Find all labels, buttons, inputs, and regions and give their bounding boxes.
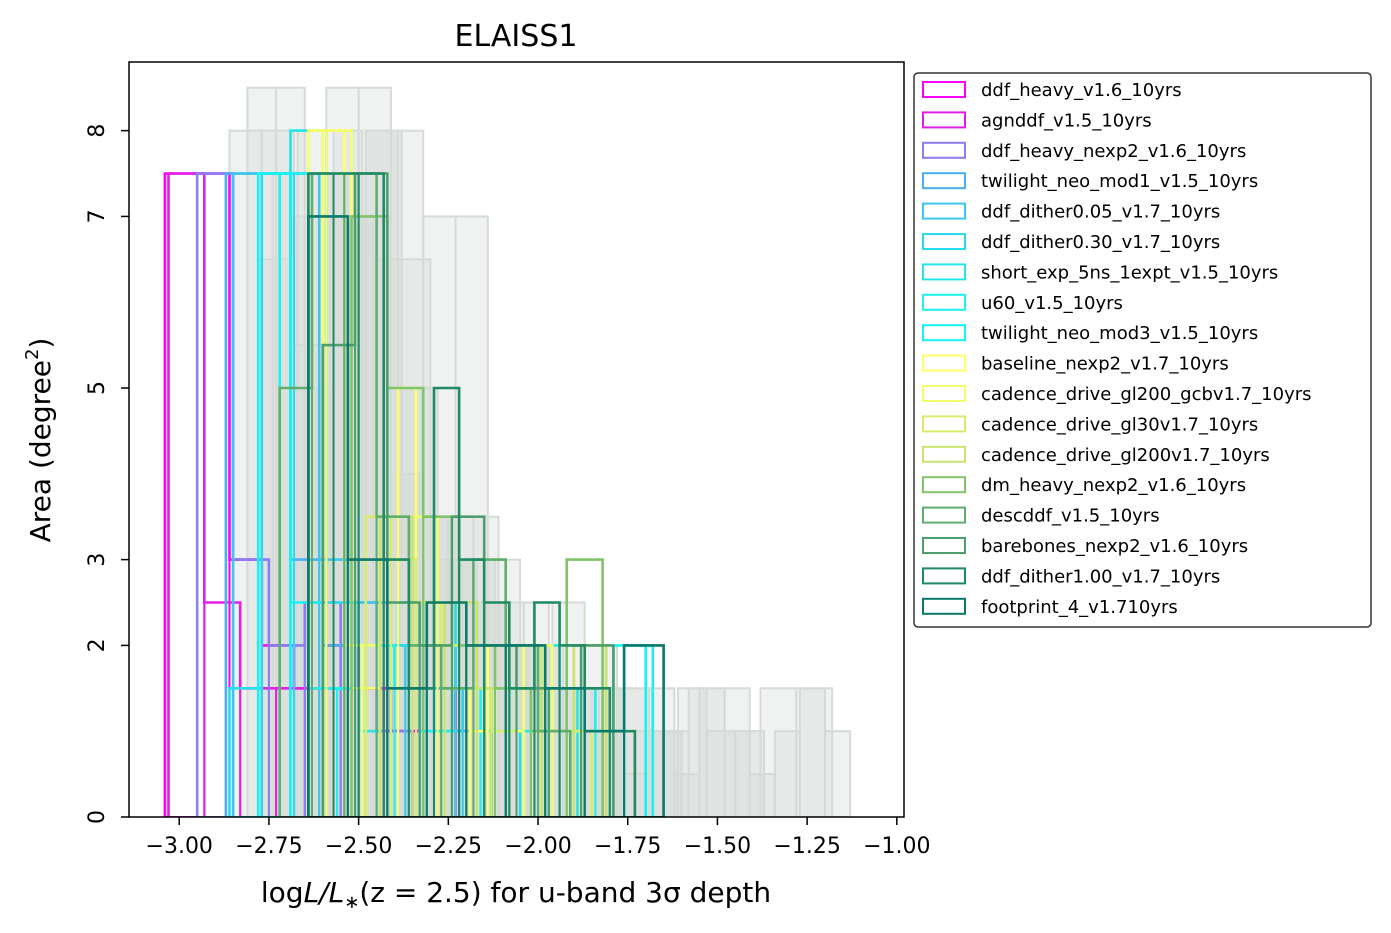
legend: ddf_heavy_v1.6_10yrs agnddf_v1.5_10yrsddf…: [913, 72, 1372, 628]
legend-swatch: [922, 597, 966, 615]
legend-item: cadence_drive_gl30v1.7_10yrs: [922, 414, 1258, 435]
legend-item: ddf_dither0.05_v1.7_10yrs: [922, 202, 1220, 223]
y-tick-label: 3: [85, 553, 110, 567]
legend-label: footprint_4_v1.710yrs: [981, 597, 1178, 618]
y-tick-label: 5: [85, 381, 110, 395]
chart-title: ELAISS1: [455, 19, 578, 54]
legend-swatch: [922, 476, 966, 494]
legend-box: [913, 72, 1372, 628]
legend-item: dm_heavy_nexp2_v1.6_10yrs: [922, 475, 1246, 496]
legend-swatch: [922, 111, 966, 129]
plot-frame: [128, 61, 905, 818]
x-tick-label: −1.25: [773, 834, 840, 859]
legend-label: twilight_neo_mod1_v1.5_10yrs: [981, 171, 1258, 192]
legend-label: ddf_heavy_v1.6_10yrs: [981, 80, 1182, 101]
legend-item: ddf_dither0.30_v1.7_10yrs: [922, 232, 1220, 253]
legend-swatch: [922, 202, 966, 220]
legend-item: short_exp_5ns_1expt_v1.5_10yrs: [922, 262, 1278, 283]
x-tick-label: −2.75: [235, 834, 302, 859]
legend-swatch: [922, 415, 966, 433]
legend-label: dm_heavy_nexp2_v1.6_10yrs: [981, 475, 1246, 496]
legend-swatch: [922, 567, 966, 585]
legend-item: footprint_4_v1.710yrs: [922, 597, 1178, 618]
legend-item: agnddf_v1.5_10yrs: [922, 110, 1152, 131]
legend-item: ddf_heavy_nexp2_v1.6_10yrs: [922, 141, 1246, 162]
legend-swatch: [922, 233, 966, 250]
x-tick-label: −3.00: [146, 834, 213, 859]
legend-label: u60_v1.5_10yrs: [981, 293, 1123, 314]
legend-item: u60_v1.5_10yrs: [922, 293, 1123, 314]
series-outline: [378, 515, 608, 817]
legend-label: cadence_drive_gl200_gcbv1.7_10yrs: [981, 384, 1312, 405]
y-axis-label: Area (degree2): [22, 338, 57, 543]
legend-item: baseline_nexp2_v1.7_10yrs: [922, 354, 1229, 375]
x-tick-label: −2.00: [504, 834, 571, 859]
legend-item: twilight_neo_mod3_v1.5_10yrs: [922, 323, 1258, 344]
legend-swatch: [922, 172, 966, 190]
x-axis-label: logL/L∗(z = 2.5) for u-band 3σ depth: [261, 876, 771, 913]
series-outline: [307, 215, 665, 817]
legend-label: ddf_dither0.05_v1.7_10yrs: [981, 202, 1220, 223]
legend-swatch: [922, 141, 966, 159]
legend-item: barebones_nexp2_v1.6_10yrs: [922, 536, 1248, 557]
legend-label: baseline_nexp2_v1.7_10yrs: [981, 354, 1229, 375]
legend-item: cadence_drive_gl200_gcbv1.7_10yrs: [922, 384, 1312, 405]
x-tick-label: −1.00: [863, 834, 930, 859]
x-tick-label: −2.25: [415, 834, 482, 859]
legend-swatch: [922, 263, 966, 281]
legend-label: cadence_drive_gl200v1.7_10yrs: [981, 445, 1270, 466]
legend-item: cadence_drive_gl200v1.7_10yrs: [922, 445, 1270, 466]
x-tick-label: −2.50: [325, 834, 392, 859]
series-outline: [307, 172, 637, 817]
x-tick-label: −1.75: [594, 834, 661, 859]
x-tick-label: −1.50: [684, 834, 751, 859]
legend-swatch: [922, 445, 966, 463]
legend-item: descddf_v1.5_10yrs: [922, 506, 1160, 527]
legend-label: descddf_v1.5_10yrs: [981, 506, 1160, 527]
legend-label: barebones_nexp2_v1.6_10yrs: [981, 536, 1248, 557]
y-tick-label: 0: [85, 810, 110, 824]
x-axis: −3.00 −2.75 −2.50 −2.25 −2.00 −1.75 −1.50 −1.25…: [146, 817, 931, 859]
legend-swatch: [922, 537, 966, 554]
legend-swatch: [922, 354, 966, 372]
background-series-bin: [648, 687, 676, 817]
legend-label: cadence_drive_gl30v1.7_10yrs: [981, 414, 1258, 435]
legend-swatch: [922, 81, 966, 98]
legend-label: ddf_heavy_nexp2_v1.6_10yrs: [981, 141, 1246, 162]
legend-swatch: [922, 385, 966, 402]
y-tick-label: 2: [85, 638, 110, 652]
y-tick-label: 7: [85, 209, 110, 223]
legend-swatch: [922, 293, 966, 311]
legend-label: agnddf_v1.5_10yrs: [981, 110, 1152, 131]
legend-swatch: [922, 324, 966, 342]
legend-label: twilight_neo_mod3_v1.5_10yrs: [981, 323, 1258, 344]
legend-label: short_exp_5ns_1expt_v1.5_10yrs: [981, 262, 1278, 283]
background-series-bin: [795, 687, 834, 817]
legend-item: ddf_heavy_v1.6_10yrs: [922, 80, 1182, 101]
legend-label: ddf_dither0.30_v1.7_10yrs: [981, 232, 1220, 253]
legend-item: twilight_neo_mod1_v1.5_10yrs: [922, 171, 1258, 192]
y-tick-label: 8: [85, 124, 110, 138]
legend-item: ddf_dither1.00_v1.7_10yrs: [922, 566, 1220, 587]
legend-swatch: [922, 506, 966, 524]
legend-label: ddf_dither1.00_v1.7_10yrs: [981, 566, 1220, 587]
y-axis: 0 2 3 5 7 8: [85, 124, 129, 824]
